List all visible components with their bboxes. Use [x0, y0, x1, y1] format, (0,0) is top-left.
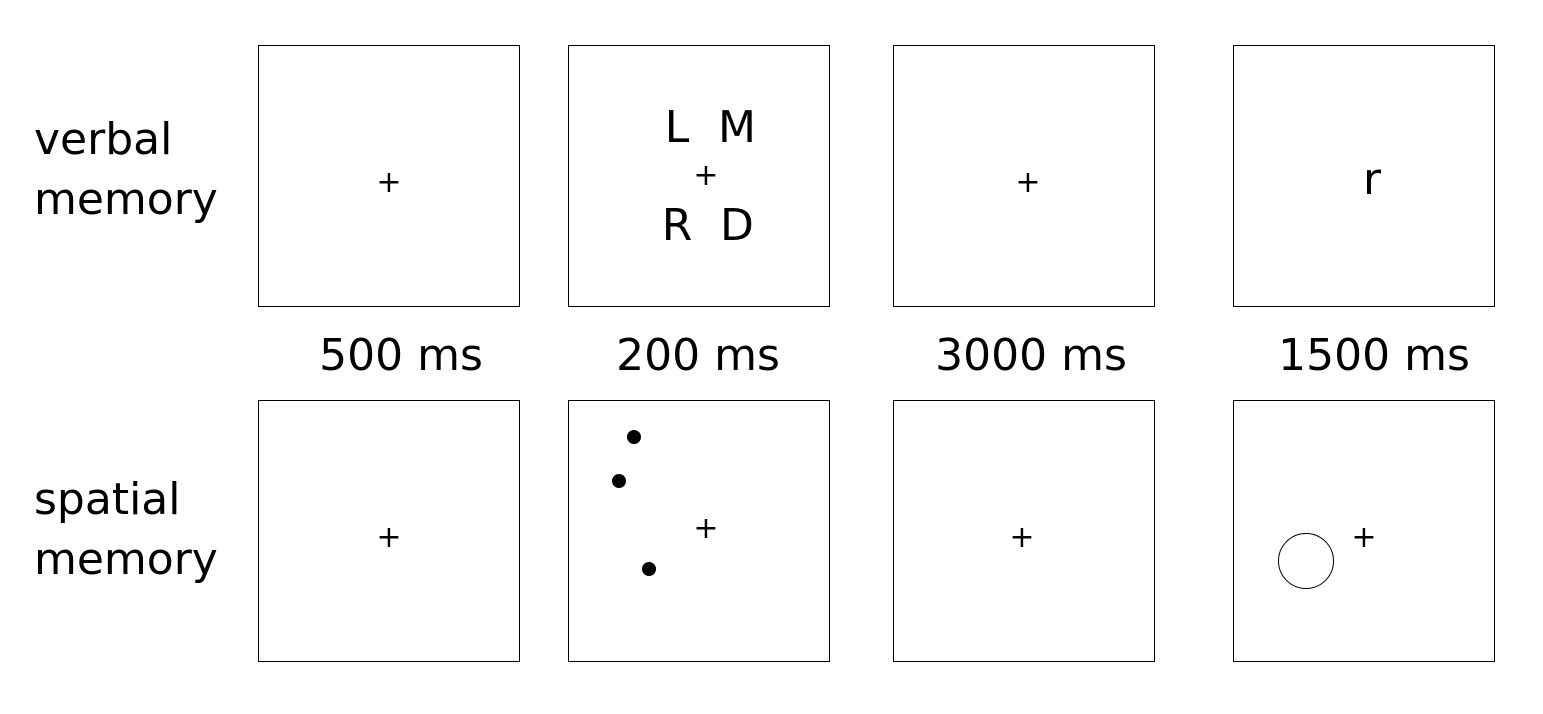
spatial-fixation-screen: + [258, 400, 520, 662]
spatial-probe-screen: + [1233, 400, 1495, 662]
spatial-delay-screen: + [893, 400, 1155, 662]
stimulus-letter: L [664, 102, 690, 153]
probe-circle [1278, 533, 1334, 589]
verbal-delay-screen: + [893, 45, 1155, 307]
fixation-cross: + [376, 165, 402, 200]
row-label-verbal-memory: verbal memory [34, 110, 218, 230]
fixation-cross: + [693, 158, 719, 193]
spatial-stimulus-screen: + [568, 400, 830, 662]
duration-label: 1500 ms [1278, 330, 1470, 381]
stimulus-dot [642, 562, 656, 576]
row-label-spatial-memory: spatial memory [34, 470, 218, 590]
stimulus-dot [627, 430, 641, 444]
fixation-cross: + [1351, 520, 1377, 555]
fixation-cross: + [1009, 520, 1035, 555]
fixation-cross: + [1015, 165, 1041, 200]
stimulus-dot [612, 474, 626, 488]
fixation-cross: + [376, 520, 402, 555]
duration-label: 500 ms [319, 330, 483, 381]
fixation-cross: + [693, 511, 719, 546]
row-label-line: spatial [34, 474, 181, 525]
row-label-line: memory [34, 534, 218, 585]
probe-letter: r [1362, 154, 1382, 205]
verbal-fixation-screen: + [258, 45, 520, 307]
stimulus-letter: M [718, 102, 756, 153]
row-label-line: memory [34, 174, 218, 225]
row-label-line: verbal [34, 114, 173, 165]
duration-label: 3000 ms [935, 330, 1127, 381]
stimulus-letter: R [661, 200, 693, 251]
verbal-stimulus-screen: L M + R D [568, 45, 830, 307]
verbal-probe-screen: r [1233, 45, 1495, 307]
duration-label: 200 ms [616, 330, 780, 381]
stimulus-letter: D [720, 200, 754, 251]
